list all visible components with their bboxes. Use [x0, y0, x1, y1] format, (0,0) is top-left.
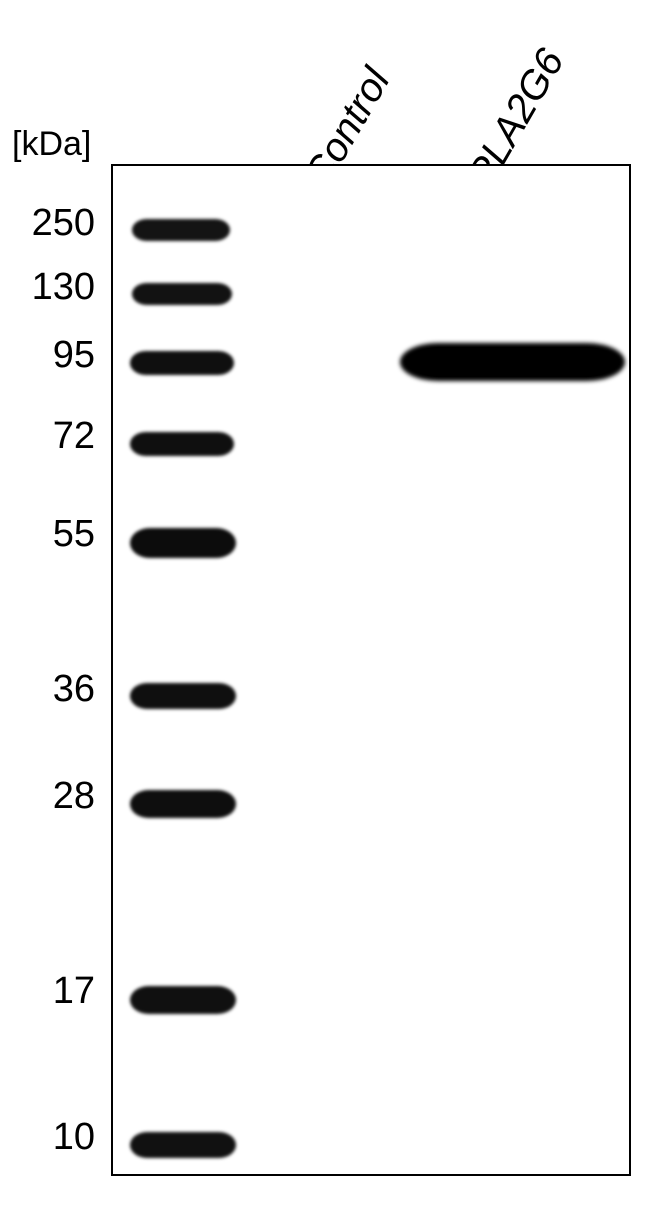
mw-label-28: 28 — [15, 775, 95, 818]
mw-label-130: 130 — [15, 266, 95, 309]
sample-band-core — [410, 347, 615, 377]
ladder-band-0 — [132, 219, 230, 241]
ladder-band-4 — [130, 528, 236, 558]
western-blot-figure: [kDa] ControlPLA2G6 25013095725536281710 — [0, 0, 650, 1205]
ladder-band-7 — [130, 986, 236, 1014]
mw-label-10: 10 — [15, 1116, 95, 1159]
ladder-band-1 — [132, 283, 232, 305]
mw-label-250: 250 — [15, 202, 95, 245]
ladder-band-3 — [130, 432, 234, 456]
mw-label-72: 72 — [15, 415, 95, 458]
ladder-band-5 — [130, 683, 236, 709]
unit-label: [kDa] — [12, 125, 91, 164]
mw-label-55: 55 — [15, 513, 95, 556]
mw-label-36: 36 — [15, 668, 95, 711]
mw-label-95: 95 — [15, 334, 95, 377]
ladder-band-6 — [130, 790, 236, 818]
ladder-band-8 — [130, 1132, 236, 1158]
mw-label-17: 17 — [15, 970, 95, 1013]
ladder-band-2 — [130, 351, 234, 375]
blot-frame — [111, 164, 631, 1176]
